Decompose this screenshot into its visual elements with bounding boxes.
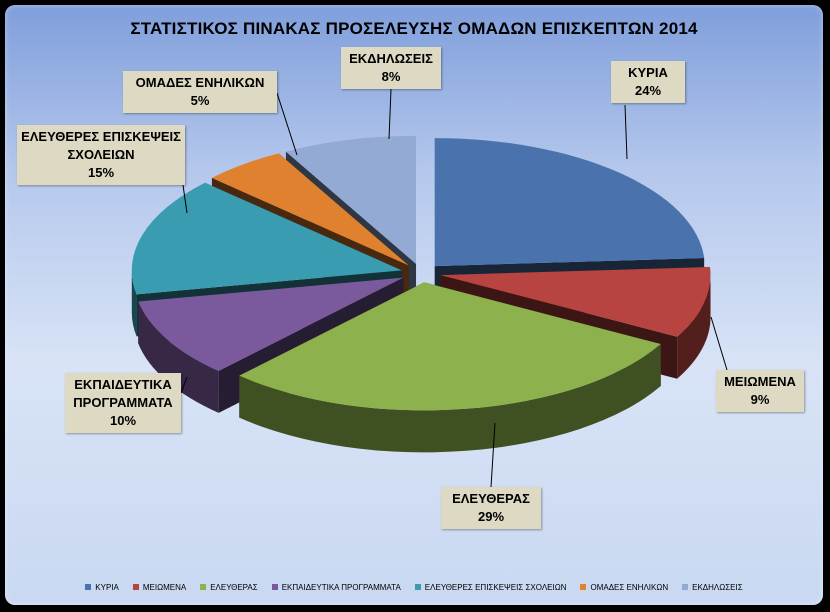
legend-swatch-4 (414, 584, 421, 590)
callout-ekdhloseis: ΕΚΔΗΛΩΣΕΙΣ 8% (341, 47, 441, 89)
legend-label-5: ΟΜΑΔΕΣ ΕΝΗΛΙΚΩΝ (590, 582, 669, 592)
callout-omades-enhlikon-label: ΟΜΑΔΕΣ ΕΝΗΛΙΚΩΝ (135, 75, 265, 90)
callout-eleutheras-value: 29% (477, 509, 505, 524)
legend-item-5: ΟΜΑΔΕΣ ΕΝΗΛΙΚΩΝ (580, 583, 668, 592)
callout-ekpaideutika-label: ΕΚΠΑΙΔΕΥΤΙΚΑ ΠΡΟΓΡΑΜΜΑΤΑ (73, 377, 173, 410)
leader-line-5 (276, 92, 298, 156)
legend-item-2: ΕΛΕΥΘΕΡΑΣ (200, 582, 258, 592)
pie-side-1 (677, 275, 711, 379)
legend-item-4: ΕΛΕΥΘΕΡΕΣ ΕΠΙΣΚΕΨΕΙΣ ΣΧΟΛΕΙΩΝ (414, 582, 567, 592)
callout-eleutheres-episkepseis: ΕΛΕΥΘΕΡΕΣ ΕΠΙΣΚΕΨΕΙΣ ΣΧΟΛΕΙΩΝ 15% (17, 125, 185, 185)
leader-line-6 (388, 88, 392, 140)
callout-meiomena-value: 9% (750, 392, 770, 407)
slice-2 (239, 282, 661, 411)
callout-ekpaideutika-value: 10% (109, 413, 137, 428)
slice-5 (211, 153, 409, 266)
callout-kyria-label: ΚΥΡΙΑ (628, 65, 668, 80)
callout-eleutheras-label: ΕΛΕΥΘΕΡΑΣ (452, 491, 530, 506)
callout-eleutheres-episkepseis-label: ΕΛΕΥΘΕΡΕΣ ΕΠΙΣΚΕΨΕΙΣ ΣΧΟΛΕΙΩΝ (21, 129, 181, 162)
leader-line-4 (182, 184, 188, 214)
legend-label-2: ΕΛΕΥΘΕΡΑΣ (210, 582, 258, 592)
legend-swatch-5 (580, 584, 587, 590)
leader-line-0 (624, 104, 628, 160)
slice-6 (285, 135, 417, 264)
legend-swatch-2 (200, 584, 207, 590)
callout-eleutheras: ΕΛΕΥΘΕΡΑΣ 29% (441, 487, 541, 529)
callout-kyria: ΚΥΡΙΑ 24% (611, 61, 685, 103)
legend-swatch-1 (132, 584, 139, 590)
callout-ekpaideutika: ΕΚΠΑΙΔΕΥΤΙΚΑ ΠΡΟΓΡΑΜΜΑΤΑ 10% (65, 373, 181, 433)
chart-area: ΣΤΑΤΙΣΤΙΚΟΣ ΠΙΝΑΚΑΣ ΠΡΟΣΕΛΕΥΣΗΣ ΟΜΑΔΩΝ Ε… (5, 5, 823, 605)
leader-line-3 (180, 376, 188, 394)
callout-meiomena-label: ΜΕΙΩΜΕΝΑ (724, 374, 796, 389)
pie-chart (131, 88, 728, 488)
legend-item-1: ΜΕΙΩΜΕΝΑ (132, 582, 187, 592)
pie-side-2 (239, 344, 661, 453)
legend-label-6: ΕΚΔΗΛΩΣΕΙΣ (692, 582, 743, 592)
legend-item-0: ΚΥΡΙΑ (85, 583, 119, 592)
callout-omades-enhlikon: ΟΜΑΔΕΣ ΕΝΗΛΙΚΩΝ 5% (123, 71, 277, 113)
legend-swatch-6 (682, 584, 689, 590)
legend-label-4: ΕΛΕΥΘΕΡΕΣ ΕΠΙΣΚΕΨΕΙΣ ΣΧΟΛΕΙΩΝ (424, 582, 567, 592)
legend-label-0: ΚΥΡΙΑ (95, 582, 119, 592)
callout-omades-enhlikon-value: 5% (190, 93, 210, 108)
pie-side-4 (131, 270, 137, 337)
legend-item-6: ΕΚΔΗΛΩΣΕΙΣ (682, 583, 743, 592)
legend-item-3: ΕΚΠΑΙΔΕΥΤΙΚΑ ΠΡΟΓΡΑΜΜΑΤΑ (271, 582, 401, 592)
legend-swatch-3 (271, 584, 278, 590)
callout-ekdhloseis-value: 8% (381, 69, 401, 84)
chart-legend: ΚΥΡΙΑ ΜΕΙΩΜΕΝΑ ΕΛΕΥΘΕΡΑΣ ΕΚΠΑΙΔΕΥΤΙΚΑ ΠΡΟΓΡ… (5, 577, 823, 597)
callout-ekdhloseis-label: ΕΚΔΗΛΩΣΕΙΣ (349, 51, 433, 66)
legend-label-3: ΕΚΠΑΙΔΕΥΤΙΚΑ ΠΡΟΓΡΑΜΜΑΤΑ (281, 582, 401, 592)
leader-line-2 (490, 422, 496, 488)
slice-3 (138, 277, 404, 371)
callout-eleutheres-episkepseis-value: 15% (87, 165, 115, 180)
slice-0 (434, 138, 705, 267)
legend-swatch-0 (85, 584, 92, 590)
chart-title: ΣΤΑΤΙΣΤΙΚΟΣ ΠΙΝΑΚΑΣ ΠΡΟΣΕΛΕΥΣΗΣ ΟΜΑΔΩΝ Ε… (130, 19, 698, 38)
legend-label-1: ΜΕΙΩΜΕΝΑ (142, 582, 187, 592)
slice-1 (440, 267, 711, 337)
pie-side-3 (138, 301, 219, 413)
slice-4 (131, 182, 402, 295)
callout-meiomena: ΜΕΙΩΜΕΝΑ 9% (716, 370, 804, 412)
leader-line-1 (710, 316, 728, 371)
callout-kyria-value: 24% (634, 83, 662, 98)
